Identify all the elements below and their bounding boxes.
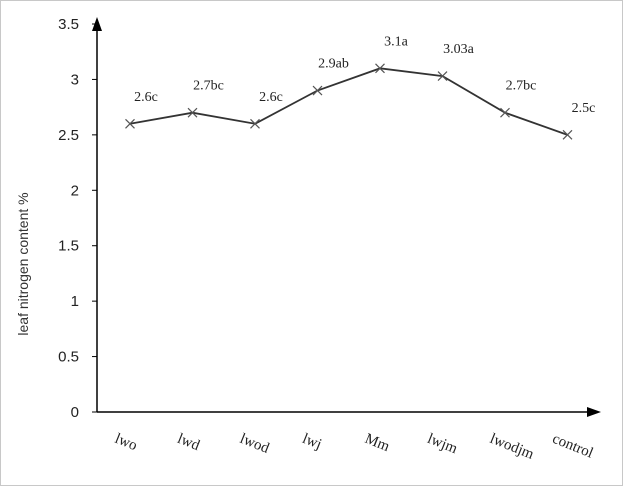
data-label: 2.9ab [318,57,349,72]
y-tick-label: 3 [71,71,79,88]
y-tick-label: 1.5 [58,238,79,255]
data-label: 3.03a [443,42,475,57]
data-point-marker [500,107,510,118]
y-tick-label: 2.5 [58,127,79,144]
data-label: 2.7bc [193,79,224,94]
series-line-group [125,63,573,140]
data-labels: 2.6c 2.7bc 2.6c 2.9ab 3.1a 3.03a 2.7bc 2.5c [134,34,595,116]
y-tick-label: 2 [71,182,79,199]
x-tick-label: lwod [238,431,272,457]
data-point-marker [187,107,198,118]
data-label: 2.6c [134,90,158,105]
x-tick-label: Mm [363,431,392,455]
y-axis: 0 0.5 1 1.5 2 2.5 3 3.5 [58,16,102,421]
data-point-marker [125,118,135,129]
x-tick-label: control [550,431,595,462]
y-tick-label: 3.5 [58,16,79,33]
data-point-marker [375,63,385,74]
x-tick-label: lwj [300,431,324,453]
y-tick-label: 0.5 [58,349,79,366]
y-axis-label: leaf nitrogen content % [15,192,31,335]
x-tick-label: lwo [113,431,140,454]
data-point-marker [312,85,323,96]
data-point-marker [562,129,573,140]
data-label: 2.6c [259,90,283,105]
x-tick-label: lwodjm [488,431,537,463]
data-label: 2.7bc [506,79,537,94]
x-axis-arrow [587,407,601,417]
x-tick-label: lwjm [425,431,460,458]
y-tick-label: 0 [71,404,79,421]
data-point-marker [250,118,260,129]
data-point-marker [437,71,448,82]
series-line [129,67,568,136]
x-axis: lwo lwd lwod lwj Mm lwjm lwodjm control [97,407,601,463]
y-tick-label: 1 [71,293,79,310]
data-label: 2.5c [572,101,596,116]
data-label: 3.1a [384,34,409,49]
x-tick-label: lwd [175,431,202,454]
